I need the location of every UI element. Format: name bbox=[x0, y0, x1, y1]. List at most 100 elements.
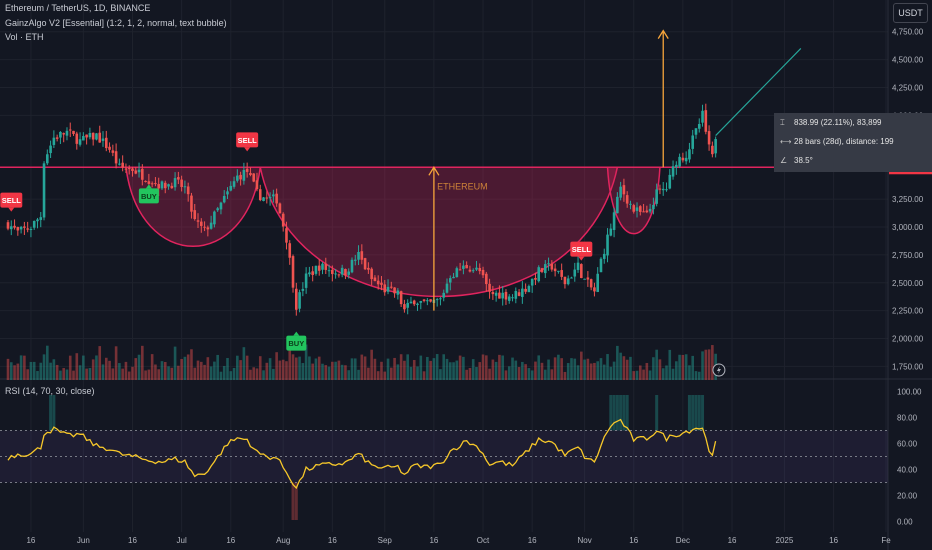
volume-bar-153 bbox=[507, 366, 511, 380]
volume-bar-8 bbox=[32, 361, 36, 380]
volume-bar-52 bbox=[177, 365, 180, 380]
volume-bar-181 bbox=[599, 358, 603, 380]
candle-part-163 bbox=[272, 194, 275, 197]
volume-bars bbox=[6, 344, 717, 380]
candle-part-175 bbox=[291, 256, 295, 288]
candle-part-249 bbox=[412, 300, 416, 305]
candle-part-99 bbox=[167, 184, 170, 187]
currency-button[interactable]: USDT bbox=[893, 3, 928, 23]
price-tick-2: 4,250.00 bbox=[892, 84, 924, 93]
candle-part-191 bbox=[317, 265, 321, 271]
rsi-ob-col-8 bbox=[622, 395, 626, 431]
volume-bar-105 bbox=[350, 358, 354, 380]
volume-bar-156 bbox=[517, 367, 521, 380]
candle-part-181 bbox=[301, 288, 305, 291]
volume-title: Vol · ETH bbox=[5, 32, 44, 42]
rsi-os-col-3 bbox=[294, 482, 298, 520]
candle-part-215 bbox=[357, 252, 360, 260]
candle-part-35 bbox=[62, 133, 65, 135]
candle-part-423 bbox=[697, 124, 701, 129]
volume-bar-55 bbox=[186, 354, 190, 380]
volume-bar-201 bbox=[665, 365, 668, 380]
candle-part-265 bbox=[439, 298, 442, 300]
volume-bar-95 bbox=[317, 356, 321, 380]
signal-tip-3 bbox=[293, 331, 300, 336]
volume-bar-136 bbox=[452, 362, 455, 380]
candle-part-209 bbox=[347, 271, 351, 275]
volume-bar-78 bbox=[262, 370, 265, 380]
candle-part-183 bbox=[304, 273, 308, 288]
volume-bar-207 bbox=[684, 354, 688, 380]
candle-part-93 bbox=[157, 184, 161, 189]
candle-part-103 bbox=[173, 178, 177, 188]
candle-part-83 bbox=[141, 168, 144, 180]
volume-bar-163 bbox=[540, 362, 544, 380]
candle-part-425 bbox=[701, 110, 704, 123]
volume-bar-116 bbox=[386, 358, 390, 380]
candle-part-143 bbox=[239, 174, 242, 180]
pattern-label: ETHEREUM bbox=[437, 181, 488, 191]
candle-part-211 bbox=[350, 259, 354, 273]
rsi-ob-col-7 bbox=[619, 395, 623, 431]
rsi-ob-col-6 bbox=[615, 395, 619, 431]
candle-part-115 bbox=[193, 210, 197, 220]
time-tick-10: 16 bbox=[528, 536, 537, 545]
volume-bar-56 bbox=[190, 349, 193, 380]
rsi-ob-col-4 bbox=[609, 395, 613, 431]
time-tick-12: 16 bbox=[629, 536, 638, 545]
candle-part-411 bbox=[678, 156, 681, 167]
volume-bar-51 bbox=[173, 346, 177, 380]
volume-bar-111 bbox=[370, 349, 373, 380]
candle-part-285 bbox=[471, 270, 475, 272]
volume-bar-26 bbox=[91, 359, 95, 380]
volume-bar-76 bbox=[255, 368, 259, 380]
volume-bar-30 bbox=[104, 357, 108, 380]
volume-bar-172 bbox=[570, 358, 573, 380]
volume-bar-190 bbox=[629, 356, 632, 380]
candle-part-119 bbox=[199, 221, 203, 226]
volume-bar-191 bbox=[632, 371, 636, 380]
measure-bars-row: ⟷ 28 bars (28d), distance: 199 bbox=[780, 136, 894, 148]
signal-tip-4 bbox=[578, 256, 585, 261]
candle-part-347 bbox=[573, 269, 577, 277]
volume-bar-189 bbox=[625, 359, 629, 380]
signal-bubble-3 bbox=[286, 335, 307, 351]
volume-bar-198 bbox=[655, 349, 658, 380]
time-tick-4: 16 bbox=[226, 536, 235, 545]
candle-part-205 bbox=[340, 267, 344, 275]
volume-bar-54 bbox=[183, 356, 187, 380]
time-tick-11: Nov bbox=[577, 536, 591, 545]
candle-part-413 bbox=[681, 157, 685, 161]
candle-part-5 bbox=[13, 225, 16, 228]
volume-bar-182 bbox=[602, 364, 606, 380]
candle-part-333 bbox=[550, 263, 554, 270]
angle-icon: ∠ bbox=[780, 156, 788, 165]
candle-part-305 bbox=[504, 291, 508, 300]
volume-bar-2 bbox=[13, 365, 16, 380]
volume-bar-34 bbox=[118, 363, 121, 380]
volume-bar-88 bbox=[294, 357, 298, 380]
candle-part-41 bbox=[72, 130, 75, 134]
candle-part-95 bbox=[160, 181, 164, 189]
candle-part-131 bbox=[219, 202, 223, 210]
volume-bar-84 bbox=[281, 359, 285, 380]
candle-part-233 bbox=[386, 286, 390, 292]
candle-part-137 bbox=[229, 185, 233, 191]
volume-bar-137 bbox=[455, 360, 459, 380]
volume-bar-70 bbox=[236, 355, 239, 380]
volume-bar-121 bbox=[403, 360, 406, 380]
candle-part-33 bbox=[59, 131, 62, 138]
candle-part-269 bbox=[445, 283, 449, 293]
candle-part-301 bbox=[498, 292, 501, 299]
volume-bar-107 bbox=[357, 369, 360, 380]
volume-bar-28 bbox=[98, 346, 102, 380]
volume-bar-123 bbox=[409, 366, 413, 380]
volume-bar-33 bbox=[114, 346, 118, 380]
volume-bar-185 bbox=[612, 361, 616, 380]
candle-part-427 bbox=[704, 110, 708, 132]
volume-bar-40 bbox=[137, 354, 141, 380]
candle-part-125 bbox=[209, 222, 213, 229]
candle-part-45 bbox=[78, 139, 82, 145]
volume-bar-60 bbox=[203, 364, 206, 380]
